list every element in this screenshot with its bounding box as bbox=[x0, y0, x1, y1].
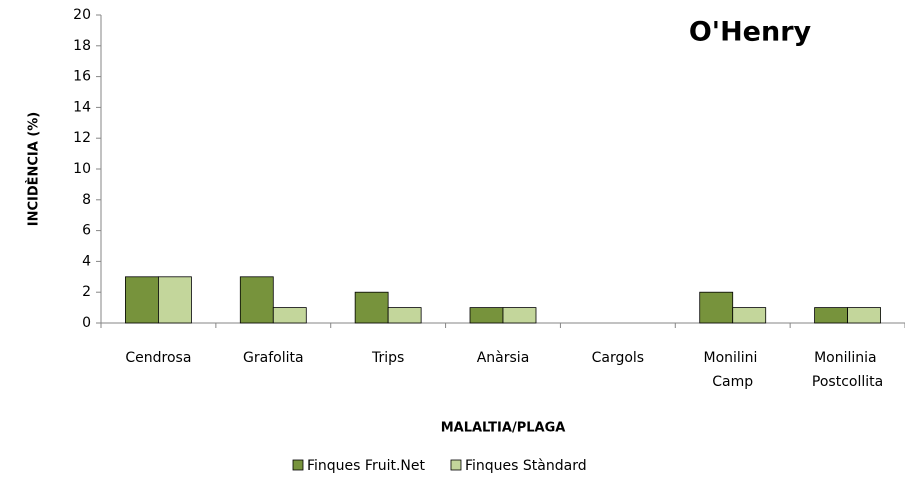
y-axis-title: INCIDÈNCIA (%) bbox=[26, 112, 42, 227]
x-tick-label: Trips bbox=[371, 350, 404, 366]
y-tick-label: 16 bbox=[73, 69, 91, 85]
legend-label: Finques Fruit.Net bbox=[307, 458, 425, 474]
x-tick-label: Cendrosa bbox=[125, 350, 191, 366]
y-tick-label: 10 bbox=[73, 161, 91, 177]
chart-title: O'Henry bbox=[689, 17, 812, 48]
legend-swatch bbox=[292, 459, 304, 471]
bar bbox=[239, 276, 274, 324]
x-tick-label: Monilini Camp bbox=[704, 350, 762, 390]
y-tick-label: 14 bbox=[73, 99, 91, 115]
x-axis-title: MALALTIA/PLAGA bbox=[441, 421, 566, 436]
x-tick-label: Monilinia Postcollita bbox=[812, 350, 883, 390]
bar bbox=[354, 291, 389, 324]
bar bbox=[272, 307, 307, 324]
x-tick-label: Cargols bbox=[592, 350, 645, 366]
bar bbox=[125, 276, 159, 324]
y-tick-label: 8 bbox=[82, 192, 91, 208]
y-tick-label: 6 bbox=[82, 223, 91, 239]
y-tick-label: 12 bbox=[73, 130, 91, 146]
bar bbox=[158, 276, 192, 324]
y-tick-label: 4 bbox=[82, 253, 91, 269]
y-tick-label: 2 bbox=[82, 284, 91, 300]
y-tick-label: 18 bbox=[73, 38, 91, 54]
bar bbox=[699, 291, 734, 324]
bar bbox=[847, 307, 881, 324]
legend-swatch bbox=[450, 459, 462, 471]
bar bbox=[732, 307, 767, 324]
x-tick-label: Anàrsia bbox=[477, 350, 530, 366]
bar bbox=[502, 307, 537, 324]
legend-label: Finques Stàndard bbox=[465, 458, 587, 474]
y-tick-label: 20 bbox=[73, 7, 91, 23]
y-tick-label: 0 bbox=[82, 315, 91, 331]
x-tick-label: Grafolita bbox=[243, 350, 304, 366]
bar bbox=[387, 307, 422, 324]
bar bbox=[469, 307, 504, 324]
bar bbox=[814, 307, 848, 324]
